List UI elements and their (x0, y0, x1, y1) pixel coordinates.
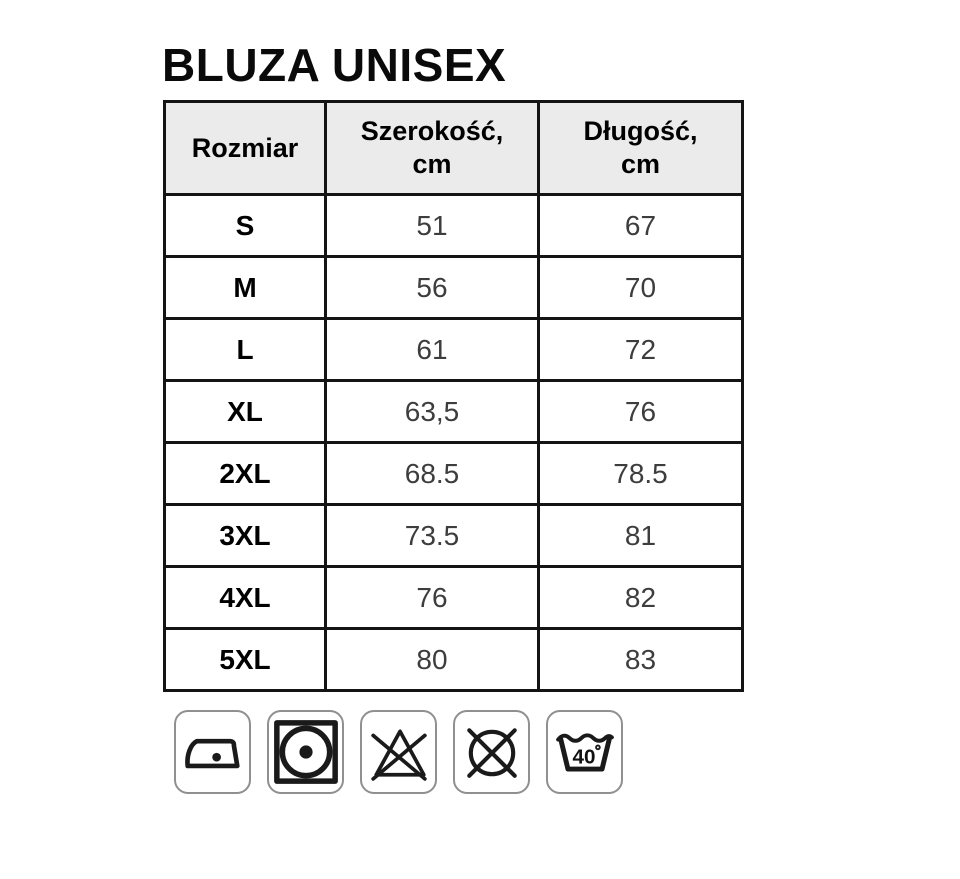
width-value: 61 (324, 317, 540, 382)
table-row: 4XL 76 82 (163, 565, 744, 630)
size-label: S (163, 193, 327, 258)
page-title: BLUZA UNISEX (162, 39, 507, 91)
length-value: 67 (537, 193, 744, 258)
do-not-bleach-icon (370, 729, 427, 781)
size-label: 2XL (163, 441, 327, 506)
size-label: 3XL (163, 503, 327, 568)
table-row: XL 63,5 76 (163, 379, 744, 444)
length-value: 70 (537, 255, 744, 320)
wash-temp-label: 40 (572, 745, 595, 768)
size-label: 5XL (163, 627, 327, 692)
care-box-wash-40: 40 (546, 710, 623, 794)
iron-low-icon (184, 738, 240, 769)
length-value: 72 (537, 317, 744, 382)
size-label: L (163, 317, 327, 382)
table-row: 2XL 68.5 78.5 (163, 441, 744, 506)
length-value: 82 (537, 565, 744, 630)
size-label: XL (163, 379, 327, 444)
table-row: 5XL 80 83 (163, 627, 744, 692)
width-value: 63,5 (324, 379, 540, 444)
width-value: 68.5 (324, 441, 540, 506)
table-row: M 56 70 (163, 255, 744, 320)
do-not-dry-clean-icon (466, 728, 517, 778)
width-value: 73.5 (324, 503, 540, 568)
length-value: 83 (537, 627, 744, 692)
care-box-iron-low (174, 710, 251, 794)
table-row: L 61 72 (163, 317, 744, 382)
table-row: 3XL 73.5 81 (163, 503, 744, 568)
care-box-tumble-dry-low (267, 710, 344, 794)
width-value: 51 (324, 193, 540, 258)
width-value: 76 (324, 565, 540, 630)
tumble-dry-low-icon (273, 720, 338, 784)
length-value: 76 (537, 379, 744, 444)
wash-40-icon: 40 (555, 733, 614, 772)
table-row: S 51 67 (163, 193, 744, 258)
length-value: 78.5 (537, 441, 744, 506)
header-rozmiar: Rozmiar (163, 100, 327, 196)
size-chart-table: Rozmiar Szerokość, cm Długość, cm S 51 6… (163, 100, 744, 692)
width-value: 80 (324, 627, 540, 692)
header-szerokosc: Szerokość, cm (324, 100, 540, 196)
length-value: 81 (537, 503, 744, 568)
care-box-do-not-bleach (360, 710, 437, 794)
header-dlugosc: Długość, cm (537, 100, 744, 196)
table-header-row: Rozmiar Szerokość, cm Długość, cm (163, 100, 744, 196)
care-symbols-row: 40 (174, 710, 623, 794)
size-label: M (163, 255, 327, 320)
width-value: 56 (324, 255, 540, 320)
care-box-do-not-dry-clean (453, 710, 530, 794)
size-label: 4XL (163, 565, 327, 630)
